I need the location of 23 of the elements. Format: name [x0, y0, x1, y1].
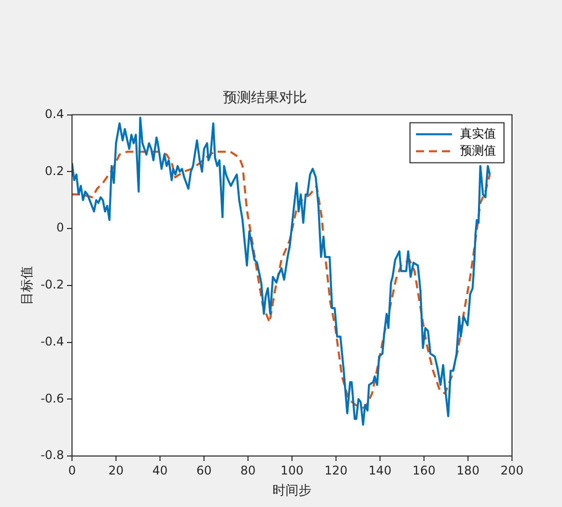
chart-title: 预测结果对比 [223, 90, 307, 106]
y-tick-label: -0.2 [40, 278, 64, 292]
legend-label: 预测值 [460, 143, 496, 158]
x-tick-label: 200 [500, 463, 524, 478]
y-tick-label: -0.4 [40, 334, 64, 348]
x-tick-label: 80 [240, 463, 256, 478]
x-axis-title: 时间步 [272, 484, 312, 499]
y-tick-label: 0.4 [44, 106, 64, 121]
x-tick-label: 40 [152, 463, 168, 478]
legend-label: 真实值 [460, 126, 496, 140]
x-tick-label: 160 [412, 463, 436, 478]
x-tick-label: 20 [108, 463, 124, 478]
y-tick-label: 0 [56, 220, 64, 235]
y-tick-label: -0.8 [40, 448, 64, 462]
y-axis-title: 目标值 [20, 266, 36, 305]
x-tick-label: 100 [280, 463, 304, 478]
x-tick-label: 120 [324, 463, 348, 478]
x-tick-label: 140 [368, 463, 392, 478]
y-tick-label: -0.6 [40, 391, 64, 406]
x-tick-label: 180 [456, 463, 480, 478]
y-tick-label: 0.2 [44, 164, 64, 178]
x-tick-label: 60 [196, 463, 212, 478]
x-tick-label: 0 [68, 463, 76, 478]
